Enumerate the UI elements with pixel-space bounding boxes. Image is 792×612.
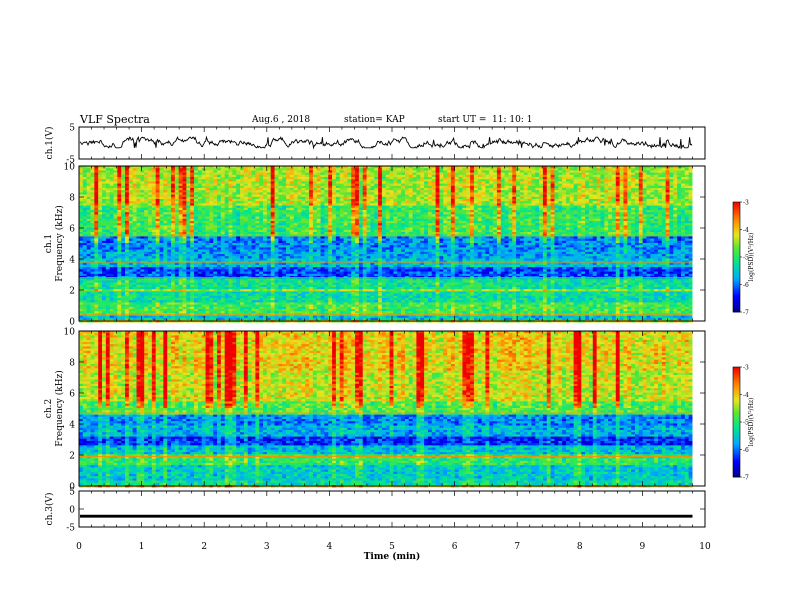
ch1-spectrogram-ytick-label-2: 4 [69, 256, 75, 266]
ch1-spectrogram-colorbar-tick-label-2: -5 [743, 255, 749, 262]
ch2-spectrogram-ylabel-freq: Frequency (kHz) [54, 370, 65, 447]
xtick-label-5: 5 [389, 542, 395, 552]
ch1-spectrogram-ytick-label-1: 2 [69, 287, 75, 297]
ch2-spectrogram-colorbar-tick-label-0: -3 [743, 365, 749, 372]
xtick-label-10: 10 [699, 542, 711, 552]
ch1-spectrogram-colorbar [733, 202, 740, 313]
xtick-label-0: 0 [76, 542, 82, 552]
ch3-waveform-ytick-label-1: 0 [69, 506, 75, 516]
ch1-spectrogram-colorbar-label: log(PSD)(V²/Hz) [748, 233, 755, 282]
xtick-label-3: 3 [264, 542, 270, 552]
ch1-spectrogram-colorbar-tick-label-1: -4 [743, 227, 749, 234]
ch2-spectrogram-colorbar-tick-label-2: -5 [743, 420, 749, 427]
ch1-spectrogram-ylabel-freq: Frequency (kHz) [54, 205, 65, 282]
xtick-label-9: 9 [640, 542, 646, 552]
station-label: station= KAP [344, 115, 405, 125]
date-label: Aug.6 , 2018 [252, 115, 310, 125]
ch2-spectrogram-colorbar-tick-label-3: -6 [743, 447, 749, 454]
ch1-spectrogram-ytick-label-0: 0 [69, 318, 75, 328]
ch2-spectrogram-ytick-label-4: 8 [69, 359, 75, 369]
ch1-waveform-ytick-label-0: 5 [69, 124, 75, 134]
x-axis-label: Time (min) [364, 551, 421, 562]
start-ut-label: start UT = [438, 115, 486, 125]
ch1-spectrogram-blank [692, 166, 705, 321]
xtick-label-6: 6 [452, 542, 458, 552]
ch1-spectrogram-ytick-label-5: 10 [64, 163, 76, 173]
ch2-spectrogram-ytick-label-3: 6 [69, 390, 75, 400]
ch1-waveform-trace [79, 135, 693, 150]
ch1-spectrogram-colorbar-tick-label-0: -3 [743, 200, 749, 207]
ch1-spectrogram-ytick-label-4: 8 [69, 194, 75, 204]
ch2-spectrogram-ytick-label-5: 10 [64, 328, 76, 338]
start-ut-value: 11: 10: 1 [492, 115, 532, 125]
ch1-spectrogram-colorbar-tick-label-4: -7 [743, 310, 749, 317]
xtick-label-1: 1 [139, 542, 145, 552]
ch2-spectrogram-colorbar-tick-label-4: -7 [743, 475, 749, 482]
ch1-spectrogram-image [79, 166, 693, 323]
ch3-waveform-frame [78, 490, 706, 528]
ch2-spectrogram-ytick-label-2: 4 [69, 421, 75, 431]
xtick-label-4: 4 [327, 542, 333, 552]
ch2-spectrogram-ytick-label-1: 2 [69, 452, 75, 462]
ch1-spectrogram-ylabel-channel: ch.1 [44, 234, 54, 253]
ch1-spectrogram-ytick-label-3: 6 [69, 225, 75, 235]
ch1-waveform-ytick-label-1: -5 [66, 156, 75, 166]
ch3-waveform-trace [80, 514, 693, 518]
ch2-spectrogram-ytick-label-0: 0 [69, 483, 75, 493]
ch3-waveform-ylabel: ch.3(V) [44, 493, 55, 526]
chart-title: VLF Spectra [80, 113, 150, 126]
xtick-label-2: 2 [201, 542, 207, 552]
ch2-spectrogram-colorbar [733, 367, 740, 478]
ch2-spectrogram-blank [692, 331, 705, 486]
ch2-spectrogram-colorbar-label: log(PSD)(V²/Hz) [748, 398, 755, 447]
xtick-label-8: 8 [577, 542, 583, 552]
ch1-waveform-ylabel: ch.1(V) [44, 127, 55, 160]
ch3-waveform-ytick-label-0: 5 [69, 488, 75, 498]
xtick-label-7: 7 [514, 542, 520, 552]
ch2-spectrogram-ylabel-channel: ch.2 [44, 399, 54, 418]
ch3-waveform-ytick-label-2: -5 [66, 524, 75, 534]
ch2-spectrogram-image [79, 331, 693, 488]
ch2-spectrogram-colorbar-tick-label-1: -4 [743, 392, 749, 399]
ch1-spectrogram-colorbar-tick-label-3: -6 [743, 282, 749, 289]
